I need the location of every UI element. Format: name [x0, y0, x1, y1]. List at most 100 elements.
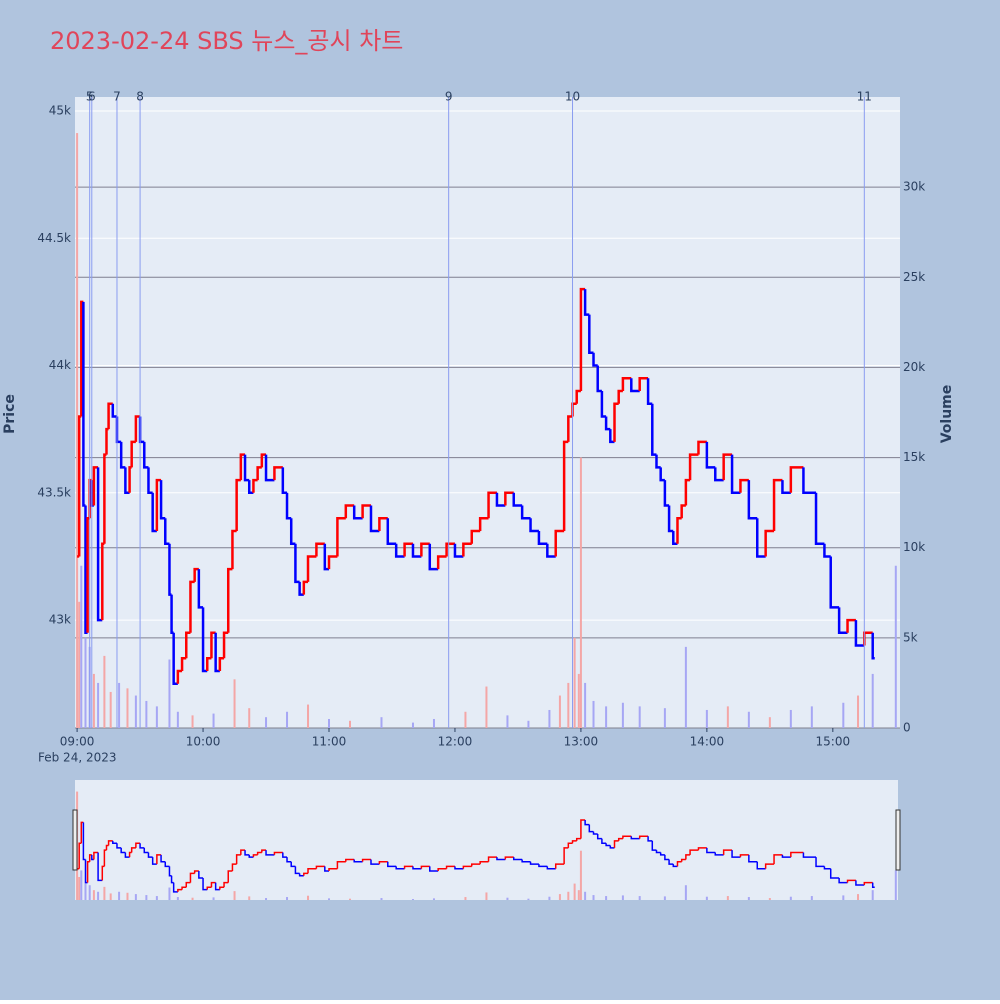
volume-bar: [233, 679, 236, 728]
mini-price-step: [244, 850, 250, 856]
price-step: [361, 504, 371, 519]
price-step: [180, 657, 187, 671]
mini-price-step: [370, 859, 380, 865]
price-step: [823, 543, 831, 558]
mini-price-step: [706, 847, 716, 854]
price-step: [684, 478, 691, 506]
price-step: [134, 415, 141, 442]
mini-price-step: [181, 886, 187, 890]
mini-price-step: [135, 842, 141, 848]
mini-volume-bar: [265, 898, 268, 900]
price-step: [394, 543, 405, 558]
mini-volume-bar: [621, 895, 624, 900]
volume-bar: [109, 691, 112, 728]
mini-price-step: [659, 852, 665, 856]
price-step: [659, 467, 665, 482]
price-step: [667, 505, 674, 533]
range-handle[interactable]: [895, 809, 901, 871]
mini-price-step: [829, 868, 840, 879]
price-step: [680, 504, 686, 519]
mini-price-step: [823, 866, 831, 870]
price-step: [352, 505, 363, 520]
mini-price-step: [871, 882, 875, 889]
price-step: [336, 517, 346, 557]
volume-bar: [212, 713, 215, 728]
mini-price-step: [420, 865, 430, 869]
mini-price-step: [529, 861, 539, 865]
mini-price-step: [685, 854, 691, 860]
price-step: [592, 352, 598, 367]
price-step: [176, 669, 183, 684]
price-step: [604, 416, 611, 431]
volume-bar: [134, 695, 137, 728]
y-tick-label: 45k: [49, 103, 71, 117]
range-slider[interactable]: [75, 780, 898, 900]
mini-price-step: [412, 866, 422, 870]
price-step: [638, 377, 649, 391]
volume-bar: [558, 695, 561, 728]
volume-bar: [584, 682, 587, 728]
mini-price-step: [855, 880, 865, 886]
price-step: [130, 440, 136, 468]
mini-price-step: [731, 850, 741, 858]
y-axis-title: Price: [2, 394, 18, 434]
price-step: [672, 530, 678, 545]
mini-volume-bar: [84, 883, 87, 900]
price-step: [764, 529, 775, 557]
volume-bar: [265, 717, 268, 728]
mini-price-step: [324, 866, 330, 872]
mini-price-step: [664, 854, 670, 861]
volume-bar: [684, 646, 687, 728]
volume-bar: [464, 711, 467, 728]
mini-volume-bar: [705, 896, 708, 900]
mini-price-step: [116, 843, 122, 849]
price-step: [315, 542, 325, 557]
price-step: [646, 378, 653, 405]
price-step: [756, 518, 766, 558]
mini-price-step: [185, 881, 191, 888]
mini-price-step: [198, 871, 204, 879]
x-date-label: Feb 24, 2023: [38, 751, 117, 765]
mini-volume-bar: [168, 887, 171, 900]
mini-price-step: [273, 851, 283, 855]
mini-price-step: [676, 861, 682, 867]
mini-volume-bar: [212, 897, 215, 900]
y2-tick-label: 0: [903, 721, 911, 735]
mini-price-step: [128, 851, 132, 858]
y-tick-label: 43.5k: [37, 485, 71, 499]
price-step: [428, 543, 439, 571]
mini-volume-bar: [871, 890, 874, 900]
price-step: [128, 466, 132, 493]
mini-price-step: [93, 851, 99, 860]
price-step: [210, 631, 216, 659]
price-step: [554, 529, 565, 557]
price-step: [705, 441, 716, 469]
mini-price-step: [512, 857, 523, 861]
volume-bar: [328, 718, 331, 728]
mini-price-step: [617, 837, 623, 841]
x-tick-label: 13:00: [564, 735, 599, 749]
price-step: [403, 542, 413, 557]
price-step: [378, 517, 388, 531]
mini-price-step: [496, 857, 506, 861]
price-step: [327, 555, 338, 570]
mini-price-step: [454, 866, 464, 870]
price-step: [260, 453, 267, 468]
y-tick-label: 44k: [49, 358, 71, 372]
price-step: [164, 518, 170, 545]
y2-tick-label: 25k: [903, 270, 925, 284]
mini-volume-bar: [842, 895, 845, 900]
mini-volume-bar: [558, 894, 561, 900]
mini-price-step: [622, 835, 632, 839]
mini-volume-bar: [191, 897, 194, 900]
range-handle[interactable]: [72, 809, 78, 871]
mini-volume-bar: [286, 897, 289, 900]
mini-price-step: [764, 863, 775, 869]
mini-price-step: [538, 864, 548, 868]
mini-price-step: [554, 863, 565, 869]
mini-price-step: [139, 843, 145, 849]
price-step: [575, 389, 581, 404]
x-tick-label: 14:00: [690, 735, 725, 749]
price-step: [697, 440, 707, 455]
mini-price-step: [294, 866, 300, 875]
